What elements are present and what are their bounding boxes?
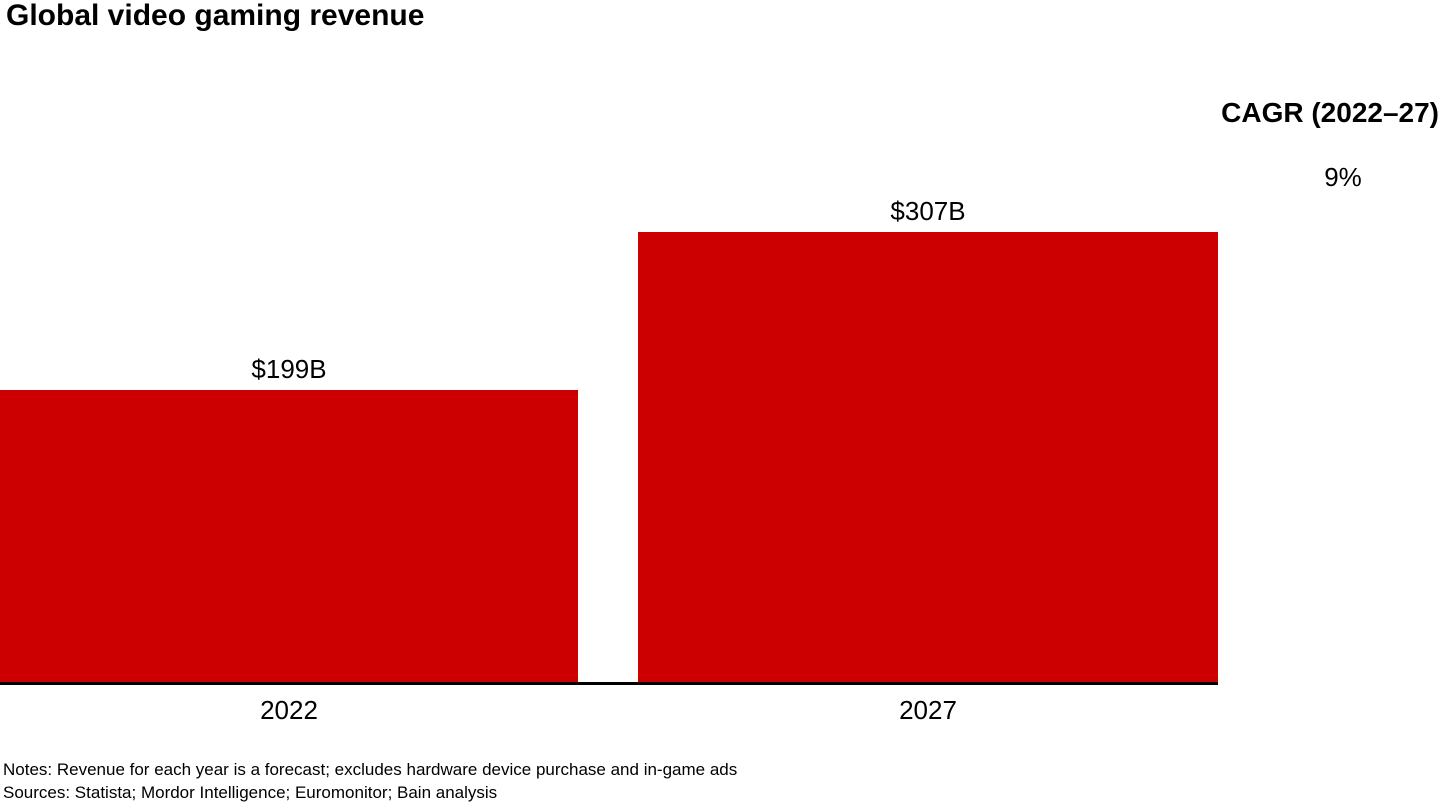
x-tick-label-2022: 2022: [260, 695, 318, 725]
x-axis-line: [0, 682, 1218, 685]
bar-value-label-2027: $307B: [890, 196, 966, 226]
bar-group-2022: $199B: [0, 354, 578, 682]
footnote-notes: Notes: Revenue for each year is a foreca…: [3, 760, 738, 779]
cagr-value: 9%: [1324, 162, 1362, 192]
x-tick-label-2027: 2027: [899, 695, 957, 725]
bar-group-2027: $307B: [638, 196, 1218, 682]
plot-area: $199B $307B: [0, 196, 1218, 682]
bar-2027: [638, 232, 1218, 682]
footnote-sources: Sources: Statista; Mordor Intelligence; …: [3, 783, 498, 802]
footer: Notes: Revenue for each year is a foreca…: [3, 758, 737, 804]
cagr-header: CAGR (2022–27): [1221, 97, 1439, 128]
bar-2022: [0, 390, 578, 682]
bar-value-label-2022: $199B: [251, 354, 327, 384]
chart-title: Global video gaming revenue: [6, 0, 425, 32]
